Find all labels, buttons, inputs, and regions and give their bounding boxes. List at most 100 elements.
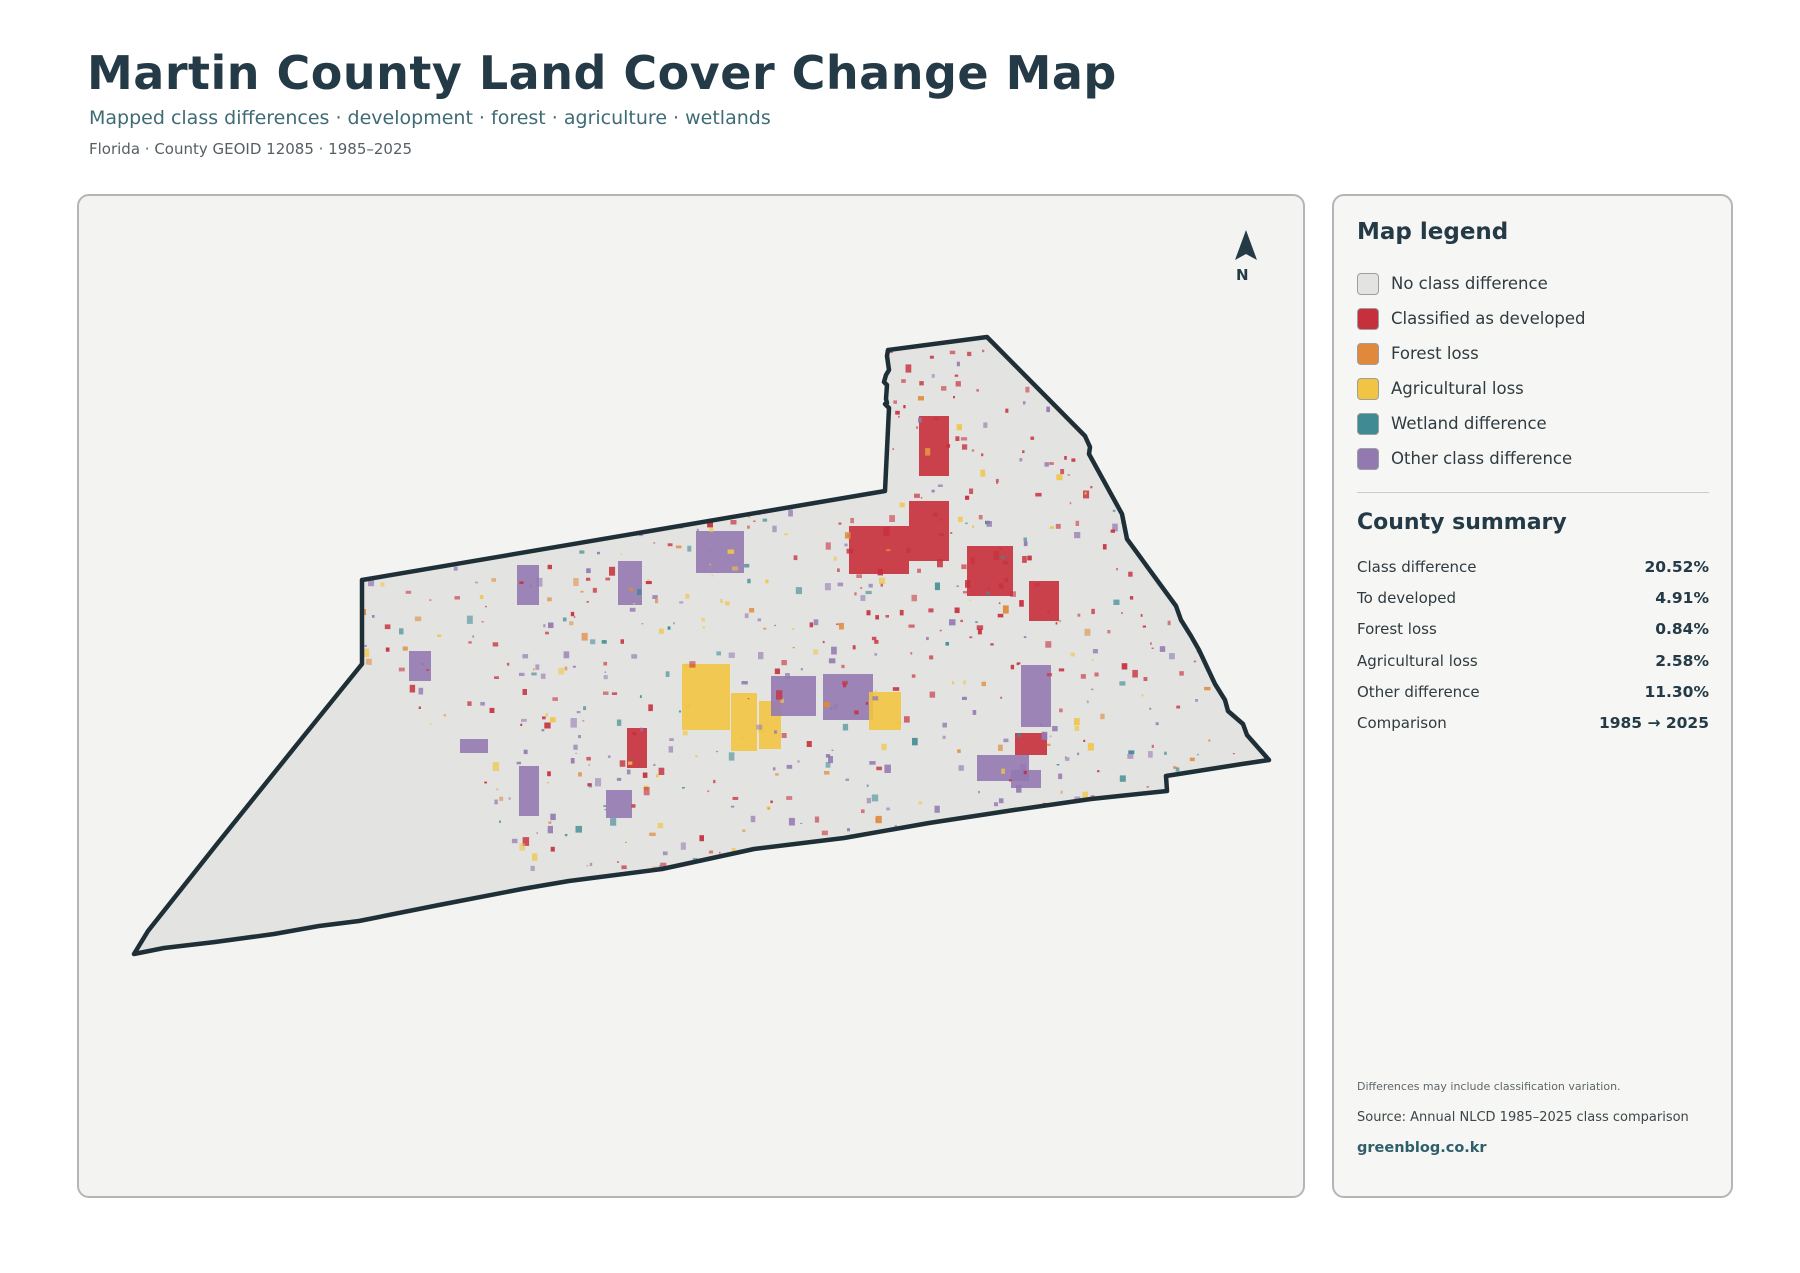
change-speck bbox=[296, 587, 299, 589]
change-speck bbox=[842, 380, 847, 385]
change-speck bbox=[918, 418, 922, 423]
change-patch bbox=[549, 901, 569, 927]
change-speck bbox=[212, 409, 215, 413]
change-speck bbox=[975, 621, 978, 623]
change-speck bbox=[531, 866, 535, 871]
change-speck bbox=[998, 614, 1004, 618]
change-speck bbox=[695, 472, 698, 474]
change-speck bbox=[790, 377, 795, 381]
change-speck bbox=[237, 563, 239, 565]
change-speck bbox=[1095, 358, 1097, 360]
change-speck bbox=[462, 487, 464, 488]
change-speck bbox=[1109, 397, 1111, 398]
change-speck bbox=[480, 702, 485, 706]
change-speck bbox=[803, 355, 805, 358]
change-speck bbox=[575, 753, 577, 754]
change-speck bbox=[517, 467, 521, 471]
change-speck bbox=[556, 470, 559, 472]
map-panel[interactable]: N bbox=[77, 194, 1305, 1198]
change-speck bbox=[794, 555, 798, 560]
change-speck bbox=[938, 837, 941, 839]
change-speck bbox=[707, 790, 709, 792]
change-speck bbox=[464, 433, 466, 435]
change-speck bbox=[878, 569, 883, 576]
change-speck bbox=[1245, 440, 1247, 443]
change-speck bbox=[654, 436, 658, 442]
change-speck bbox=[317, 476, 320, 477]
change-speck bbox=[1148, 751, 1153, 758]
change-speck bbox=[1221, 382, 1227, 388]
change-speck bbox=[763, 392, 768, 395]
change-speck bbox=[1150, 373, 1154, 378]
change-speck bbox=[338, 673, 345, 677]
change-speck bbox=[825, 420, 828, 424]
change-speck bbox=[1050, 526, 1054, 529]
change-speck bbox=[1200, 635, 1202, 636]
change-speck bbox=[225, 573, 229, 579]
change-speck bbox=[982, 682, 987, 686]
change-speck bbox=[580, 591, 583, 593]
change-patch bbox=[1029, 581, 1059, 621]
change-speck bbox=[1121, 612, 1123, 613]
change-speck bbox=[703, 715, 705, 717]
change-speck bbox=[211, 520, 213, 522]
change-speck bbox=[1056, 524, 1061, 529]
brand-link[interactable]: greenblog.co.kr bbox=[1357, 1140, 1487, 1156]
change-speck bbox=[653, 542, 655, 543]
change-speck bbox=[803, 847, 805, 849]
change-speck bbox=[571, 718, 577, 728]
change-speck bbox=[416, 441, 418, 443]
change-speck bbox=[825, 583, 831, 590]
change-speck bbox=[393, 361, 399, 370]
summary-row-forest-loss: Forest loss 0.84% bbox=[1357, 614, 1709, 645]
change-speck bbox=[441, 394, 445, 398]
change-speck bbox=[519, 673, 525, 676]
change-speck bbox=[1038, 853, 1042, 857]
change-speck bbox=[697, 354, 699, 355]
change-speck bbox=[385, 345, 387, 348]
change-speck bbox=[946, 444, 950, 448]
change-speck bbox=[970, 557, 974, 563]
change-speck bbox=[1097, 770, 1100, 772]
change-speck bbox=[1071, 458, 1075, 461]
change-speck bbox=[573, 578, 578, 586]
change-speck bbox=[758, 730, 765, 733]
change-speck bbox=[775, 773, 779, 775]
change-speck bbox=[230, 633, 234, 636]
change-speck bbox=[1024, 935, 1027, 937]
change-speck bbox=[1058, 355, 1062, 358]
change-speck bbox=[202, 508, 206, 512]
change-speck bbox=[615, 396, 619, 401]
change-speck bbox=[834, 927, 837, 930]
change-speck bbox=[258, 383, 261, 387]
change-speck bbox=[238, 375, 240, 377]
change-speck bbox=[475, 582, 478, 584]
change-speck bbox=[697, 529, 699, 532]
change-speck bbox=[976, 389, 979, 392]
change-speck bbox=[235, 591, 238, 593]
change-patch bbox=[517, 565, 539, 605]
change-speck bbox=[355, 345, 360, 352]
change-speck bbox=[978, 629, 982, 635]
change-speck bbox=[426, 523, 431, 528]
change-speck bbox=[1003, 605, 1009, 613]
change-speck bbox=[286, 935, 288, 937]
change-speck bbox=[978, 791, 980, 793]
change-speck bbox=[834, 556, 837, 560]
change-speck bbox=[276, 584, 280, 589]
land-cover-map[interactable] bbox=[79, 196, 1303, 1196]
change-speck bbox=[1164, 752, 1167, 755]
change-speck bbox=[1156, 811, 1158, 812]
change-speck bbox=[893, 400, 897, 403]
change-speck bbox=[1060, 395, 1063, 398]
change-speck bbox=[1250, 923, 1253, 928]
change-speck bbox=[1175, 447, 1177, 449]
change-speck bbox=[960, 620, 963, 622]
summary-value: 4.91% bbox=[1655, 589, 1709, 607]
change-patch bbox=[909, 501, 949, 561]
change-speck bbox=[1266, 735, 1270, 737]
change-speck bbox=[1142, 694, 1144, 696]
change-speck bbox=[972, 449, 974, 451]
change-speck bbox=[194, 818, 197, 821]
change-speck bbox=[953, 396, 955, 398]
